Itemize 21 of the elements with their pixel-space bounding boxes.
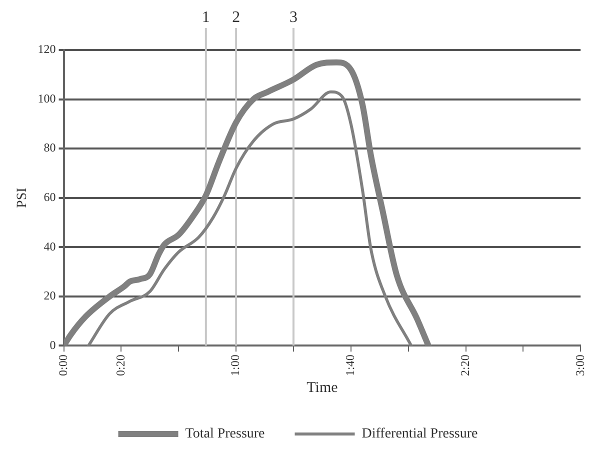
x-axis-title: Time: [306, 380, 338, 396]
x-tick-label: 2:20: [458, 354, 472, 376]
text: 3: [289, 9, 298, 26]
x-tick-label: 0:00: [56, 354, 70, 376]
y-tick-label: 0: [50, 338, 56, 352]
y-tick-label: 100: [38, 91, 56, 106]
x-tick-label: 1:40: [343, 354, 358, 376]
x-tick-label: 1:00: [228, 354, 242, 376]
legend-label: Total Pressure: [185, 426, 265, 442]
y-tick-label: 60: [44, 190, 56, 204]
y-tick-label: 20: [44, 288, 56, 303]
y-axis-title: PSI: [15, 187, 30, 208]
line-series: [86, 90, 413, 346]
text: 2: [232, 9, 240, 26]
y-tick-label: 120: [38, 42, 56, 56]
y-tick-label: 80: [44, 140, 56, 155]
y-tick-label: 40: [44, 239, 56, 254]
legend-label: Differential Pressure: [362, 426, 478, 442]
text: 1: [202, 9, 210, 26]
x-tick-label: 3:00: [572, 354, 587, 376]
x-tick-label: 0:20: [113, 354, 128, 376]
